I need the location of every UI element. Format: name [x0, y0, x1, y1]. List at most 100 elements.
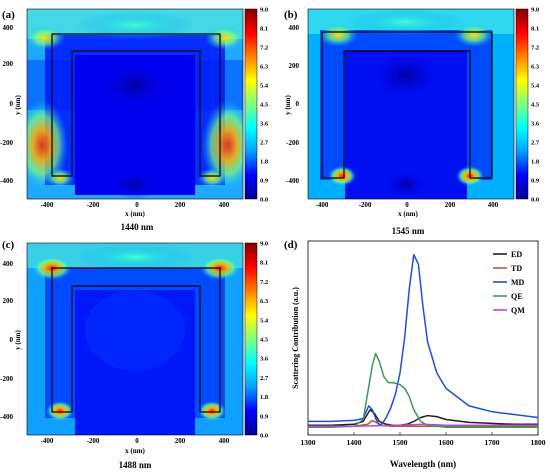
colorbar-tick: 9.0: [531, 7, 539, 14]
x-tick: -200: [87, 201, 100, 209]
y-tick: -200: [286, 139, 299, 147]
colorbar-tick: 3.6: [260, 121, 269, 128]
x-tick-label: 1600: [439, 438, 454, 447]
colorbar-tick: 5.4: [260, 83, 269, 90]
colorbar-tick: 0.0: [260, 197, 268, 204]
panel-c-label: (c): [2, 239, 15, 251]
colorbar-tick: 1.8: [260, 394, 269, 401]
colorbar-tick: 1.8: [531, 159, 540, 166]
x-tick: -400: [41, 437, 54, 445]
colorbar-tick: 7.2: [531, 45, 539, 52]
panel-c-colorbar: 0.0 0.9 1.8 2.7 3.6 4.5 5.4 6.3 7.2 8.1 9.0: [244, 241, 269, 440]
y-tick: 400: [3, 260, 14, 268]
y-tick: 0: [296, 100, 300, 108]
colorbar-tick: 7.2: [260, 279, 268, 286]
colorbar-tick: 8.1: [260, 260, 268, 267]
colorbar-tick: 6.3: [260, 64, 269, 71]
y-tick: -200: [0, 139, 13, 147]
y-tick: 0: [10, 100, 14, 108]
colorbar-tick: 9.0: [260, 241, 268, 248]
colorbar-tick: 2.7: [260, 140, 269, 147]
panel-b-caption: 1545 nm: [392, 226, 425, 236]
panel-b-heatmap: [308, 9, 514, 199]
colorbar-tick: 9.0: [260, 7, 268, 14]
x-tick-label: 1300: [301, 438, 316, 447]
x-tick: -400: [41, 201, 54, 209]
colorbar-tick: 3.6: [260, 356, 269, 363]
panel-c-axes: 400 200 0 -200 -400 y (nm) -400 -200 0 2…: [0, 260, 230, 470]
y-tick: -400: [0, 413, 13, 421]
x-tick: 400: [488, 201, 499, 209]
colorbar-tick: 4.5: [260, 102, 269, 109]
series-line-qm: [308, 423, 538, 428]
x-tick: 200: [445, 201, 456, 209]
panel-c-heatmap: [27, 243, 243, 435]
colorbar-tick: 6.3: [260, 298, 269, 305]
y-tick: -400: [286, 177, 299, 185]
y-tick: 0: [10, 336, 14, 344]
colorbar-tick: 0.0: [531, 197, 539, 204]
panel-b-axes: 400 200 0 -200 -400 y (nm) -400 -200 0 2…: [284, 24, 499, 236]
colorbar-tick: 4.5: [531, 102, 540, 109]
y-tick: 400: [289, 24, 300, 32]
colorbar-tick: 3.6: [531, 121, 540, 128]
colorbar-tick: 5.4: [260, 317, 269, 324]
colorbar-tick: 2.7: [531, 140, 540, 147]
y-axis-label: y (nm): [284, 95, 292, 115]
x-axis-label: x (nm): [125, 447, 145, 455]
x-tick: -200: [359, 201, 372, 209]
x-tick-label: 1800: [531, 438, 546, 447]
panel-d-series: [307, 253, 539, 428]
x-tick: 200: [175, 437, 186, 445]
y-axis-label: y (nm): [14, 330, 22, 350]
colorbar-tick: 0.9: [531, 178, 540, 185]
x-tick: -200: [87, 437, 100, 445]
panel-b-label: (b): [284, 9, 298, 21]
x-tick: 400: [219, 437, 230, 445]
panel-c-caption: 1488 nm: [119, 460, 152, 470]
colorbar-tick: 8.1: [260, 26, 268, 33]
x-tick: 0: [405, 201, 409, 209]
panel-d: (d) 1300 1400 1500 1600 1700 1800 Wavelength …: [284, 239, 546, 469]
panel-a-caption: 1440 nm: [121, 222, 154, 232]
colorbar-tick: 2.7: [260, 375, 269, 382]
panel-d-label: (d): [284, 239, 298, 251]
y-tick: 200: [289, 62, 300, 70]
x-tick-label: 1700: [485, 438, 500, 447]
legend-label: TD: [511, 264, 522, 273]
y-tick: -200: [0, 375, 13, 383]
y-tick: 200: [3, 297, 14, 305]
y-tick: 400: [3, 24, 14, 32]
y-tick: 200: [3, 60, 14, 68]
x-tick: 0: [135, 201, 139, 209]
colorbar-tick: 0.9: [260, 413, 269, 420]
panel-b-colorbar: 0.0 0.9 1.8 2.7 3.6 4.5 5.4 6.3 7.2 8.1 9.0: [515, 7, 540, 204]
panel-d-plot-area: [307, 240, 539, 436]
colorbar-tick: 0.0: [260, 433, 268, 440]
x-tick: 400: [219, 201, 230, 209]
y-tick: -400: [0, 177, 13, 185]
legend-label: QE: [511, 292, 523, 301]
colorbar-tick: 6.3: [531, 64, 540, 71]
x-tick-label: 1400: [347, 438, 362, 447]
y-axis-label: y (nm): [14, 95, 22, 115]
colorbar-tick: 1.8: [260, 159, 269, 166]
panel-a: (a) 400 200 0 -200 -400 y (nm) -4: [0, 7, 269, 233]
legend-label: ED: [511, 250, 522, 259]
colorbar-tick: 7.2: [260, 45, 268, 52]
colorbar-tick: 0.9: [260, 178, 269, 185]
panel-d-x-ticks: 1300 1400 1500 1600 1700 1800: [301, 432, 546, 447]
panel-d-x-axis-label: Wavelength (nm): [390, 459, 456, 469]
x-axis-label: x (nm): [398, 210, 418, 218]
panel-a-heatmap: [27, 9, 243, 199]
x-tick: 0: [135, 437, 139, 445]
panel-d-y-axis-label: Scattering Contribution (a.u.): [291, 287, 300, 389]
legend-label: QM: [511, 306, 525, 315]
x-tick-label: 1500: [393, 438, 408, 447]
panel-a-label: (a): [2, 9, 15, 21]
colorbar-tick: 8.1: [531, 26, 539, 33]
x-tick: 200: [175, 201, 186, 209]
series-line-td: [307, 419, 538, 428]
panel-c: (c) 400 200 0 -200 -400 y (nm) -400 -200…: [0, 239, 269, 470]
